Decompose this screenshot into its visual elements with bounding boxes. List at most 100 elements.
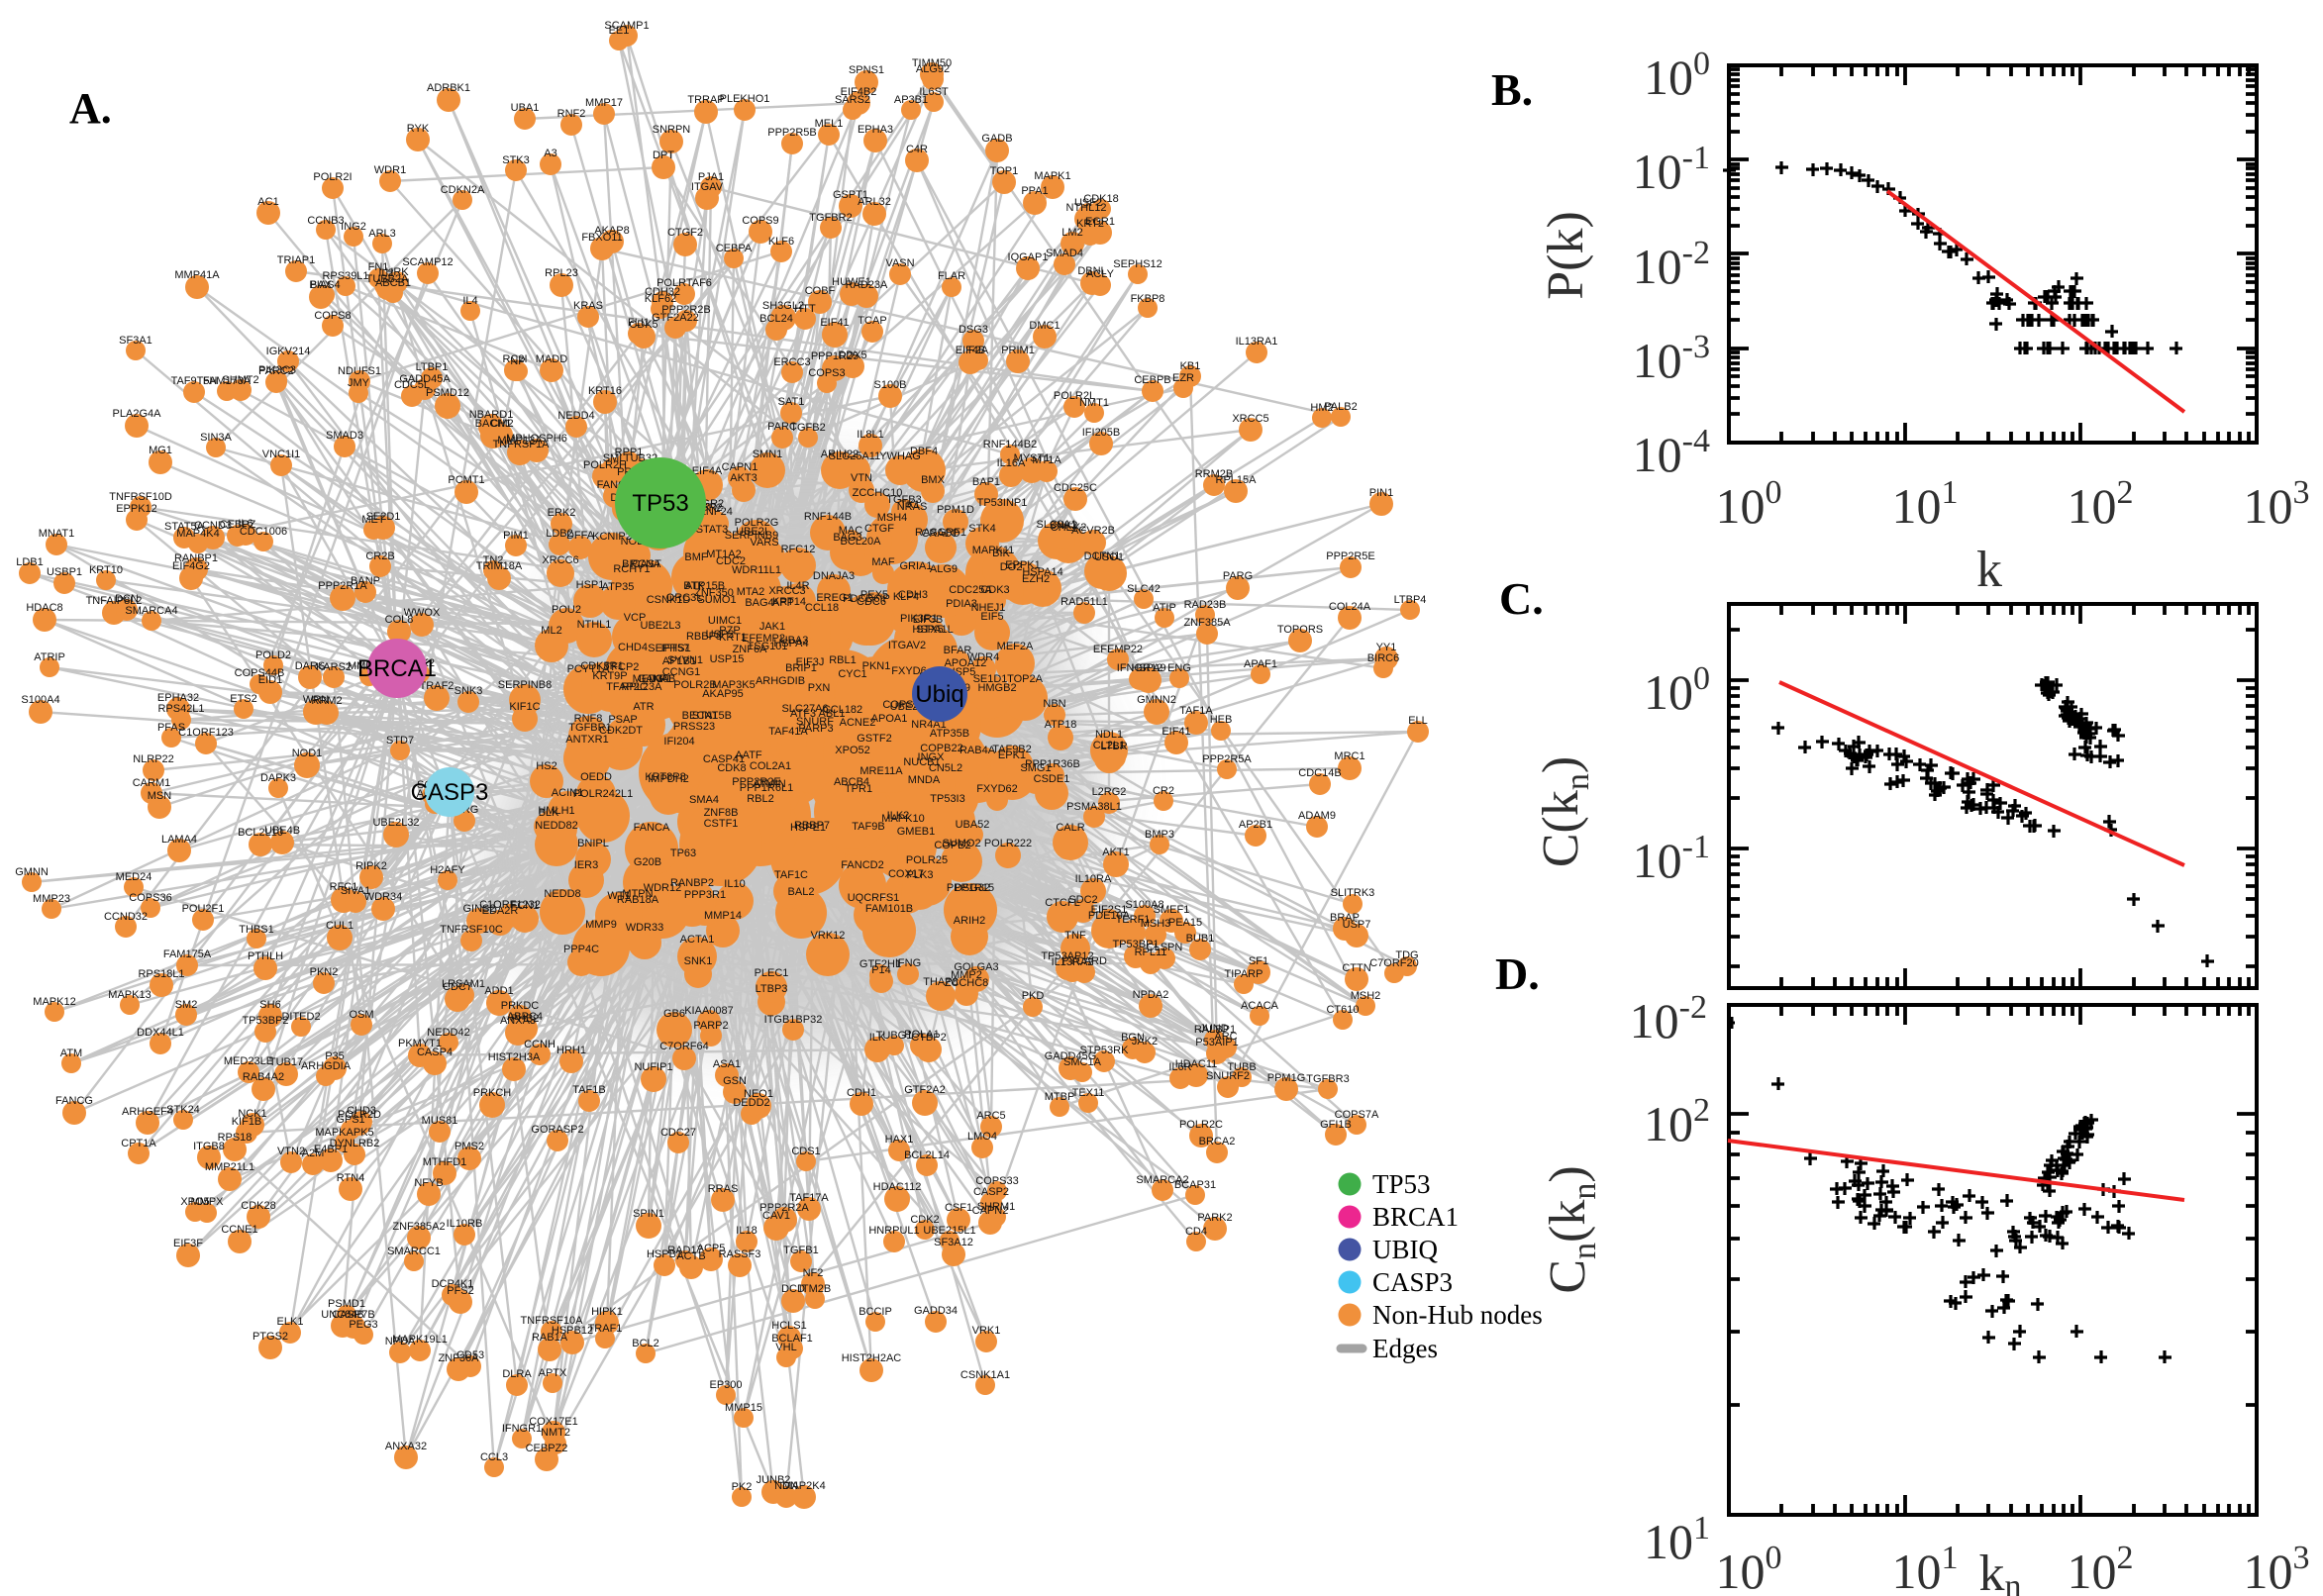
svg-text:EIF4B2: EIF4B2 <box>841 86 877 98</box>
svg-text:BCCIP: BCCIP <box>858 1306 892 1318</box>
svg-text:MNAT1: MNAT1 <box>39 528 74 540</box>
svg-text:TOP2A: TOP2A <box>1007 673 1044 685</box>
svg-text:MADD: MADD <box>536 353 567 365</box>
svg-text:EIF4A: EIF4A <box>692 465 723 477</box>
svg-text:HEB: HEB <box>1210 714 1233 726</box>
svg-text:TAF41A: TAF41A <box>768 726 808 738</box>
svg-text:IL13RA1: IL13RA1 <box>1236 336 1278 348</box>
svg-text:PKD: PKD <box>1022 990 1045 1002</box>
svg-text:GTF2H1: GTF2H1 <box>859 958 901 970</box>
svg-text:TOP1: TOP1 <box>990 165 1019 177</box>
svg-text:NRAS: NRAS <box>897 501 928 513</box>
svg-text:MMP13A: MMP13A <box>497 435 543 447</box>
svg-text:PEG3: PEG3 <box>349 1319 377 1331</box>
svg-text:ASA1: ASA1 <box>713 1058 741 1070</box>
svg-text:DCTN1: DCTN1 <box>1084 550 1121 562</box>
svg-text:KRT9P: KRT9P <box>592 670 627 682</box>
svg-text:RC2I: RC2I <box>502 353 527 365</box>
svg-text:UBE4B: UBE4B <box>264 825 300 837</box>
svg-text:FAM101B: FAM101B <box>865 903 913 915</box>
svg-text:USP2: USP2 <box>706 629 735 641</box>
svg-text:ALG92: ALG92 <box>916 63 950 75</box>
svg-text:FCN1: FCN1 <box>511 900 540 912</box>
svg-text:CDC6: CDC6 <box>857 596 886 608</box>
svg-text:ITGAV: ITGAV <box>691 181 724 193</box>
svg-text:IL10RA: IL10RA <box>1075 873 1112 885</box>
svg-text:ABCB1: ABCB1 <box>375 277 411 289</box>
svg-text:KLF6: KLF6 <box>768 236 794 248</box>
svg-text:BAG4: BAG4 <box>745 597 773 609</box>
svg-text:NTHL1: NTHL1 <box>577 619 612 631</box>
svg-text:SHMT2: SHMT2 <box>222 374 258 386</box>
svg-text:PJA1: PJA1 <box>698 171 724 183</box>
svg-text:C7ORF64: C7ORF64 <box>659 1041 709 1052</box>
svg-text:JMY: JMY <box>348 377 370 389</box>
svg-text:TCAP: TCAP <box>858 315 886 327</box>
svg-text:KP1: KP1 <box>653 673 673 685</box>
svg-text:MMP23: MMP23 <box>33 893 70 905</box>
svg-text:RPS18L1: RPS18L1 <box>138 968 184 980</box>
svg-text:ERK2: ERK2 <box>548 507 576 519</box>
svg-text:KLF62: KLF62 <box>645 293 676 305</box>
svg-text:KIAA0087: KIAA0087 <box>684 1005 734 1017</box>
svg-text:C7ORF20: C7ORF20 <box>1369 957 1419 969</box>
svg-text:JAK2: JAK2 <box>1132 1036 1158 1047</box>
svg-text:LTBP1: LTBP1 <box>416 361 449 373</box>
svg-text:POLR2L: POLR2L <box>1054 390 1095 402</box>
svg-text:FLAR: FLAR <box>938 270 965 282</box>
svg-text:CM2: CM2 <box>490 418 513 430</box>
svg-text:ATF3: ATF3 <box>790 708 816 720</box>
svg-text:ADRBK1: ADRBK1 <box>427 82 470 94</box>
svg-text:PARG: PARG <box>1223 570 1253 582</box>
svg-text:ATP35: ATP35 <box>602 581 635 593</box>
svg-text:TNFRSF10D: TNFRSF10D <box>109 491 172 503</box>
svg-text:COX17E1: COX17E1 <box>529 1416 578 1428</box>
svg-text:ATM: ATM <box>60 1047 82 1059</box>
svg-text:UBIQ: UBIQ <box>1372 1235 1438 1264</box>
svg-text:ARC5: ARC5 <box>976 1110 1005 1122</box>
svg-text:WT1: WT1 <box>607 890 630 902</box>
svg-text:DCD: DCD <box>781 1283 805 1295</box>
svg-text:EZH2: EZH2 <box>1022 573 1050 585</box>
svg-text:MAP3K5: MAP3K5 <box>712 679 755 691</box>
svg-text:NHEJ1: NHEJ1 <box>971 602 1006 614</box>
svg-text:COL2A1: COL2A1 <box>750 760 791 772</box>
svg-text:ALG9: ALG9 <box>930 563 958 575</box>
svg-text:TFCP2: TFCP2 <box>605 661 640 673</box>
svg-text:MMPX: MMPX <box>191 1196 225 1208</box>
svg-text:PPM1D: PPM1D <box>937 504 974 516</box>
svg-text:PARP2: PARP2 <box>693 1020 728 1032</box>
svg-text:AKAP8: AKAP8 <box>594 225 629 237</box>
svg-text:FXYD62: FXYD62 <box>976 783 1018 795</box>
svg-text:CDK18: CDK18 <box>1083 193 1118 205</box>
svg-text:Edges: Edges <box>1372 1334 1438 1363</box>
svg-text:APTX: APTX <box>539 1367 567 1379</box>
svg-text:RALBP1: RALBP1 <box>1194 1024 1236 1036</box>
svg-text:103: 103 <box>2244 1540 2310 1596</box>
svg-text:ATRIP: ATRIP <box>34 651 65 663</box>
svg-text:IQGAP1: IQGAP1 <box>1008 251 1049 263</box>
svg-text:EPHA3: EPHA3 <box>858 124 893 136</box>
svg-text:IFT57: IFT57 <box>661 643 690 654</box>
svg-text:TGFB3: TGFB3 <box>886 494 921 506</box>
svg-text:POLA1: POLA1 <box>904 1029 939 1041</box>
svg-text:CEBPZ2: CEBPZ2 <box>526 1443 568 1454</box>
svg-text:STAT5B: STAT5B <box>692 710 732 722</box>
svg-text:ARHGDIA: ARHGDIA <box>301 1060 352 1072</box>
svg-text:GOLGA3: GOLGA3 <box>954 961 998 973</box>
svg-text:ING2: ING2 <box>341 221 366 233</box>
svg-text:NDUFS1: NDUFS1 <box>338 365 381 377</box>
svg-text:NTHL12: NTHL12 <box>1066 202 1107 214</box>
svg-text:KCNIP2: KCNIP2 <box>592 531 632 543</box>
svg-text:TRIM18A: TRIM18A <box>476 560 523 572</box>
svg-text:NOD1: NOD1 <box>292 748 323 759</box>
svg-text:MMP9: MMP9 <box>585 919 617 931</box>
svg-text:MMP41A: MMP41A <box>174 269 220 281</box>
svg-text:RANBP1: RANBP1 <box>174 552 218 564</box>
svg-text:RIPK2: RIPK2 <box>355 860 387 872</box>
svg-text:UBA1: UBA1 <box>511 102 540 114</box>
svg-text:SUMO1: SUMO1 <box>697 594 736 606</box>
svg-text:ENG: ENG <box>1167 662 1191 674</box>
svg-text:Ubiq: Ubiq <box>915 681 963 708</box>
svg-text:CR2: CR2 <box>1153 785 1174 797</box>
